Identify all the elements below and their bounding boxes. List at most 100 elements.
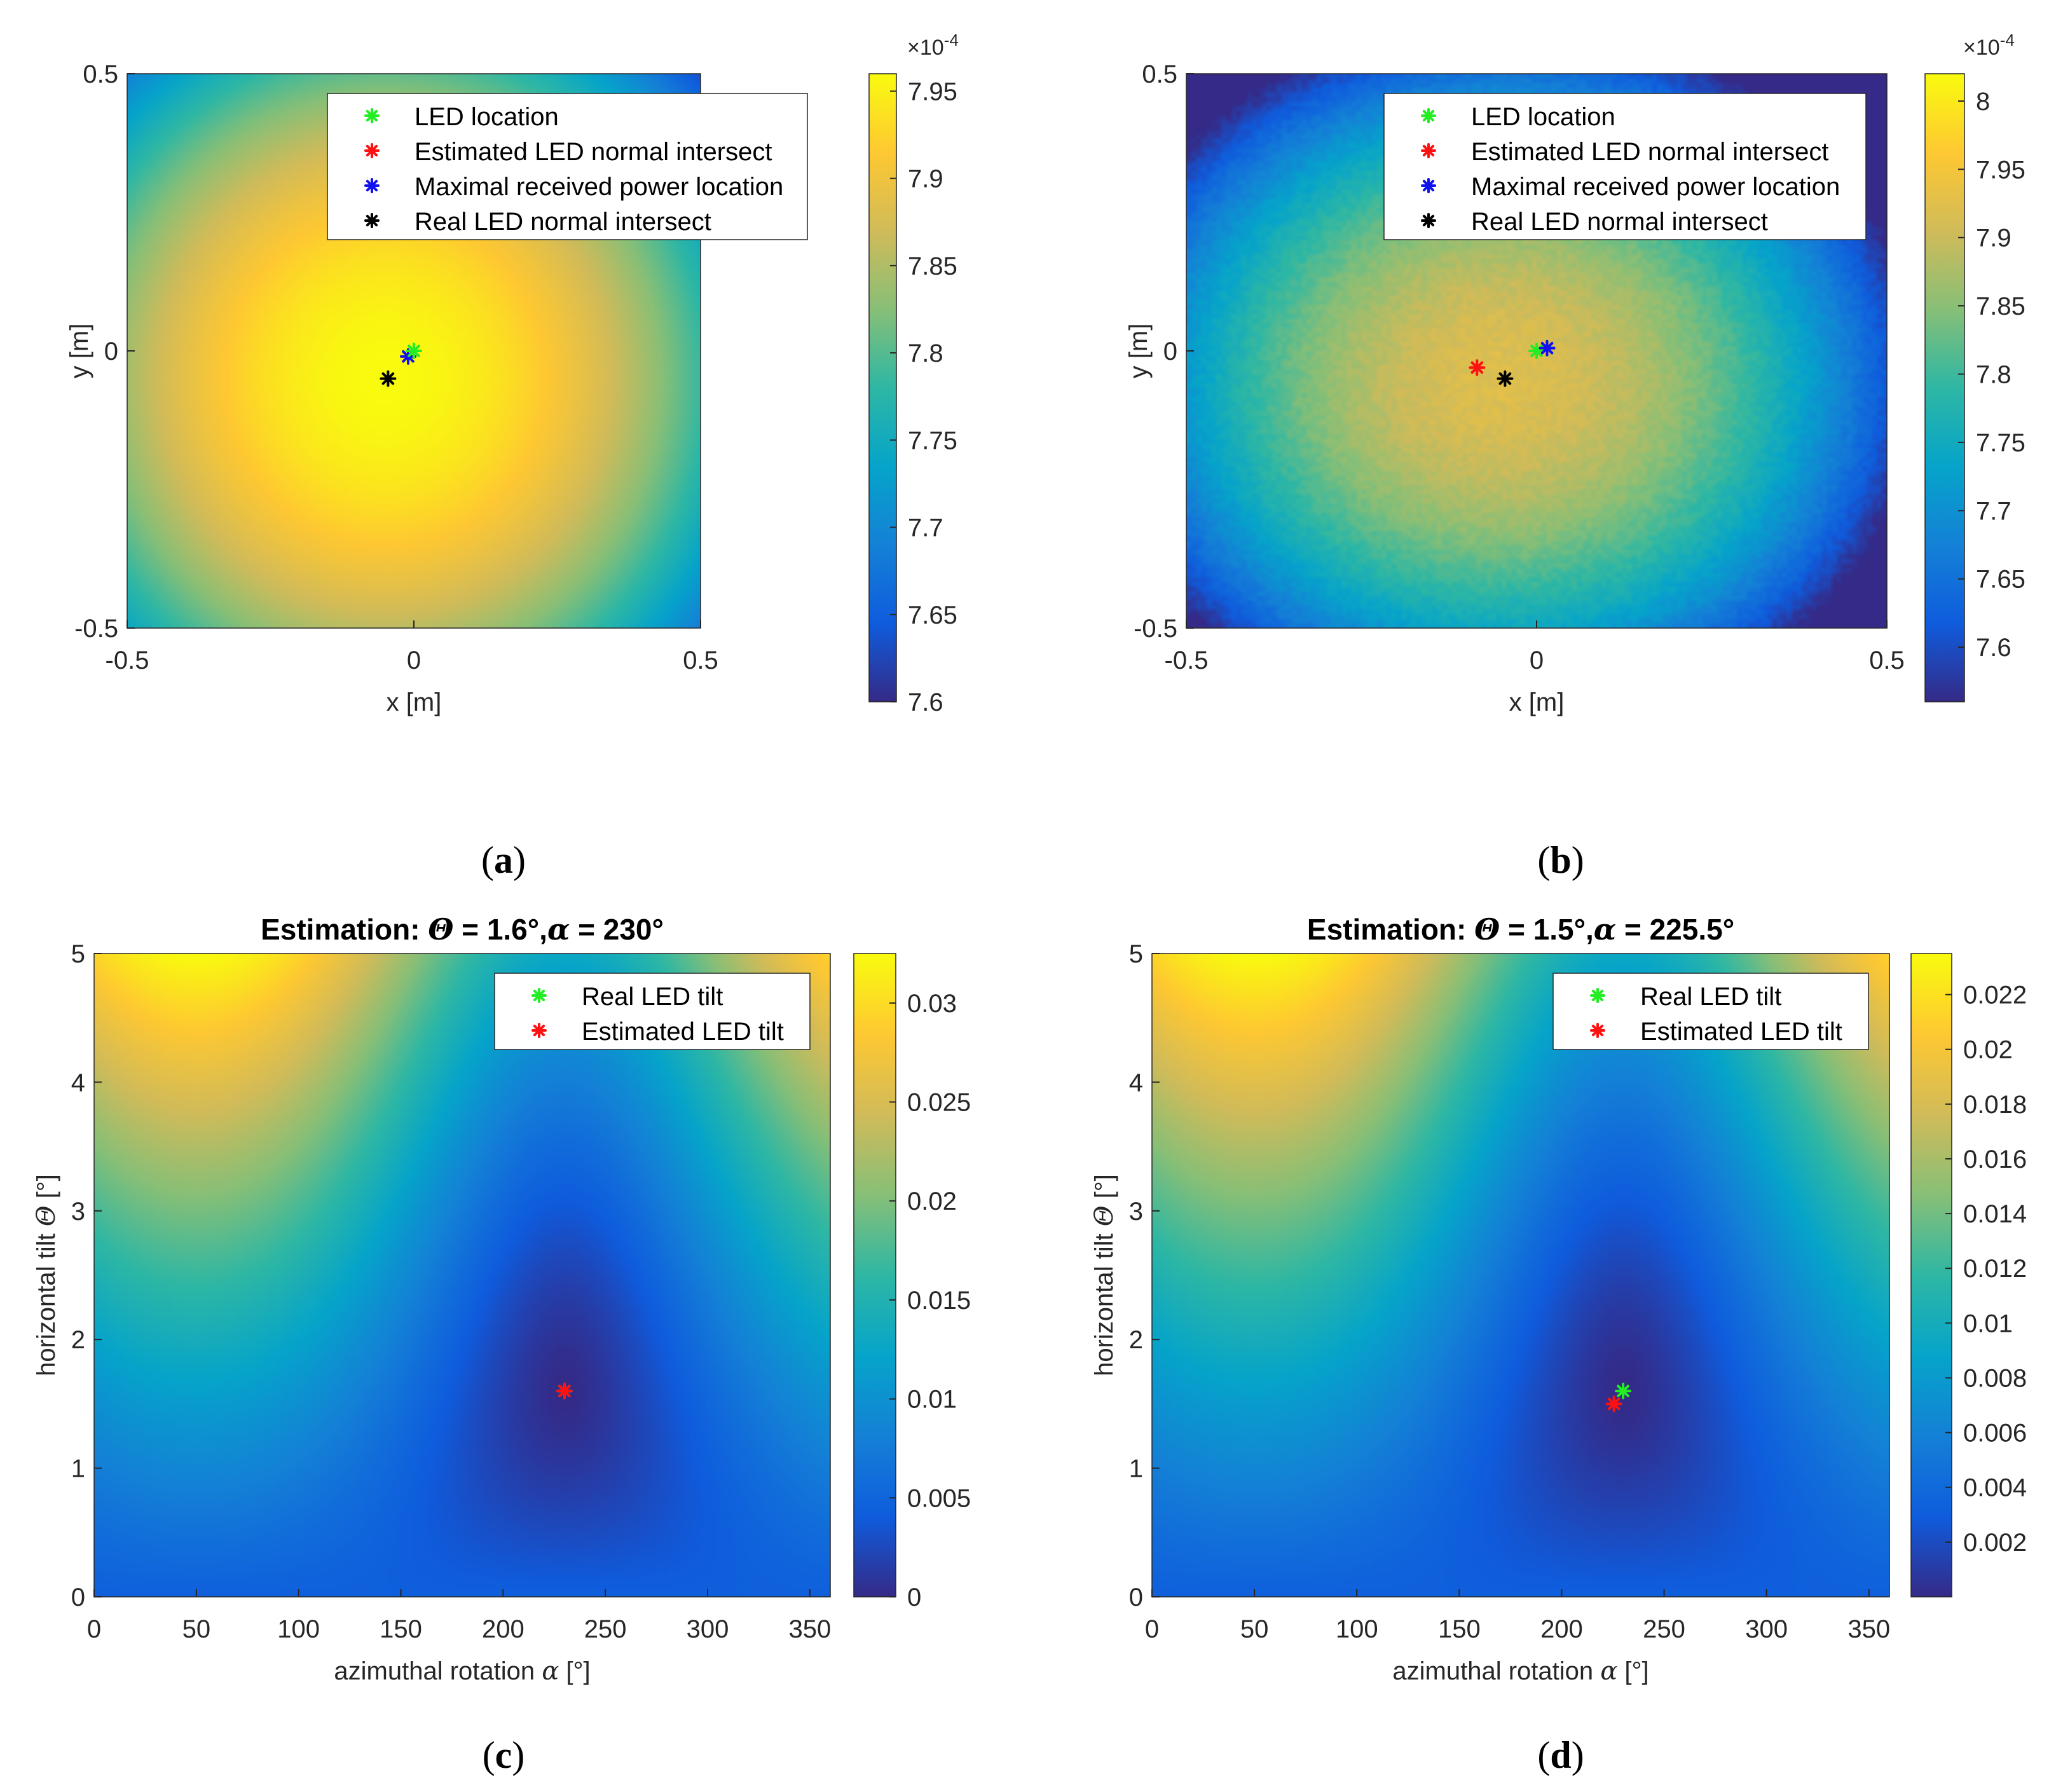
colorbar-tick-label: 7.85: [908, 252, 957, 280]
legend-label: LED location: [415, 103, 559, 131]
y-tick-label: 1: [71, 1455, 85, 1483]
subfigure-paren-close: ): [1572, 839, 1584, 881]
x-tick-label: 0.5: [683, 646, 718, 674]
title-alpha-value: = 225.5°: [1616, 913, 1734, 946]
colorbar-tick-label: 7.8: [908, 339, 943, 367]
y-tick-label: -0.5: [74, 615, 118, 643]
y-tick-label: 0: [104, 338, 118, 366]
colorbar-tick-label: 0.02: [1963, 1036, 2013, 1064]
plot-title: Estimation: Θ = 1.6°,α = 230°: [261, 912, 664, 947]
y-tick-label: 0.5: [1142, 60, 1177, 88]
subfigure-label: (c): [483, 1734, 525, 1776]
plot-title: Estimation: Θ = 1.5°,α = 225.5°: [1307, 912, 1734, 947]
x-axis-label-symbol: α: [1600, 1657, 1617, 1686]
x-tick-label: 150: [1438, 1615, 1481, 1643]
colorbar-tick-label: 7.65: [1976, 566, 2025, 594]
colorbar: 00.0050.010.0150.020.0250.03: [854, 954, 971, 1611]
colorbar-tick-label: 0.004: [1963, 1474, 2027, 1502]
x-tick-label: 100: [1336, 1615, 1378, 1643]
marker-red-star: [558, 1384, 572, 1398]
x-tick-label: -0.5: [1165, 646, 1209, 674]
colorbar-tick-label: 0.018: [1963, 1091, 2027, 1119]
colorbar-tick-label: 7.9: [1976, 224, 2011, 252]
subfigure-paren-close: ): [1572, 1734, 1584, 1776]
colorbar-tick-label: 0.01: [1963, 1310, 2013, 1337]
x-tick-label: 300: [1745, 1615, 1788, 1643]
x-tick-label: 100: [277, 1615, 320, 1643]
y-tick-label: 3: [71, 1198, 85, 1226]
legend-marker-icon: [366, 179, 378, 192]
title-theta-value: = 1.5°,: [1500, 913, 1594, 946]
colorbar-fill: [854, 954, 896, 1597]
y-axis-label: horizontal tilt Θ [°]: [32, 1174, 61, 1376]
legend-label: Maximal received power location: [415, 173, 783, 201]
colorbar: 7.67.657.77.757.87.857.97.958×10-4: [1925, 31, 2025, 702]
colorbar-tick-label: 7.95: [1976, 156, 2025, 184]
colorbar-tick-label: 0.025: [907, 1089, 971, 1117]
subfigure-paren-open: (: [1537, 1734, 1550, 1776]
x-axis-label-unit: [°]: [1617, 1657, 1648, 1685]
subfigure-label: (a): [481, 839, 526, 881]
colorbar-tick-label: 0.002: [1963, 1529, 2027, 1557]
marker-black-star: [381, 372, 395, 386]
colorbar-tick-label: 7.6: [908, 688, 943, 716]
colorbar-tick-label: 0.01: [907, 1386, 957, 1414]
marker-black-star: [1498, 372, 1512, 386]
colorbar-multiplier-exp: -4: [944, 31, 959, 50]
x-axis-label: x [m]: [387, 688, 442, 716]
colorbar-tick-label: 0.006: [1963, 1419, 2027, 1447]
colorbar-multiplier-base: ×10: [1963, 36, 2000, 60]
title-theta-value: = 1.6°,: [453, 913, 547, 946]
colorbar-tick-label: 7.8: [1976, 361, 2011, 389]
legend-marker-icon: [1422, 179, 1435, 192]
marker-blue-star: [1540, 341, 1554, 355]
colorbar-multiplier: ×10-4: [907, 31, 959, 60]
x-tick-label: 50: [1240, 1615, 1269, 1643]
marker-green-star: [1530, 344, 1544, 358]
legend-label: Estimated LED tilt: [582, 1018, 784, 1046]
marker-red-star: [1470, 360, 1484, 374]
y-tick-label: 3: [1129, 1198, 1143, 1226]
y-tick-label: 2: [71, 1326, 85, 1354]
y-axis-label-text: horizontal tilt: [1090, 1226, 1118, 1376]
colorbar-tick-label: 0.008: [1963, 1364, 2027, 1392]
x-tick-label: 250: [1643, 1615, 1685, 1643]
marker-red-star: [1607, 1397, 1621, 1411]
x-axis-label: x [m]: [1509, 688, 1565, 716]
subfigure-paren-close: ): [513, 839, 526, 881]
legend-marker-icon: [366, 109, 378, 122]
x-tick-label: 250: [584, 1615, 627, 1643]
colorbar: 0.002 0.004 0.006 0.008 0.01 0.012 0.014 0.016 0…: [1911, 954, 2027, 1597]
title-prefix: Estimation:: [1307, 913, 1474, 946]
colorbar-fill: [1911, 954, 1952, 1597]
legend-label: Maximal received power location: [1471, 173, 1840, 201]
colorbar-tick-label: 8: [1976, 88, 1990, 116]
legend-marker-icon: [366, 144, 378, 157]
x-tick-label: -0.5: [106, 646, 149, 674]
x-tick-label: 50: [182, 1615, 211, 1643]
x-axis-label-unit: [°]: [559, 1657, 590, 1685]
x-tick-label: 350: [788, 1615, 831, 1643]
colorbar-multiplier-exp: -4: [2000, 31, 2015, 50]
legend-label: Real LED normal intersect: [1471, 208, 1768, 236]
legend-marker-icon: [366, 214, 378, 227]
y-tick-label: 5: [71, 940, 85, 968]
title-theta-symbol: Θ: [1474, 912, 1500, 947]
title-alpha-symbol: α: [547, 912, 570, 947]
colorbar-tick-label: 0.02: [907, 1187, 957, 1215]
y-axis-label-unit: [°]: [1090, 1174, 1118, 1205]
y-axis-label-unit: [°]: [32, 1174, 60, 1205]
y-tick-label: 0: [71, 1583, 85, 1611]
legend-label: Estimated LED normal intersect: [1471, 138, 1828, 166]
colorbar-tick-label: 7.65: [908, 601, 957, 629]
y-axis-label: y [m]: [65, 324, 93, 379]
legend-marker-icon: [533, 1024, 545, 1037]
legend-label: Estimated LED normal intersect: [415, 138, 772, 166]
title-alpha-value: = 230°: [570, 913, 664, 946]
x-tick-label: 0: [407, 646, 421, 674]
legend-label: Real LED tilt: [1640, 983, 1781, 1011]
x-axis-label: azimuthal rotation α [°]: [334, 1657, 590, 1686]
x-tick-label: 150: [380, 1615, 422, 1643]
y-tick-label: 0.5: [83, 60, 118, 88]
colorbar-tick-label: 7.7: [1976, 497, 2011, 525]
